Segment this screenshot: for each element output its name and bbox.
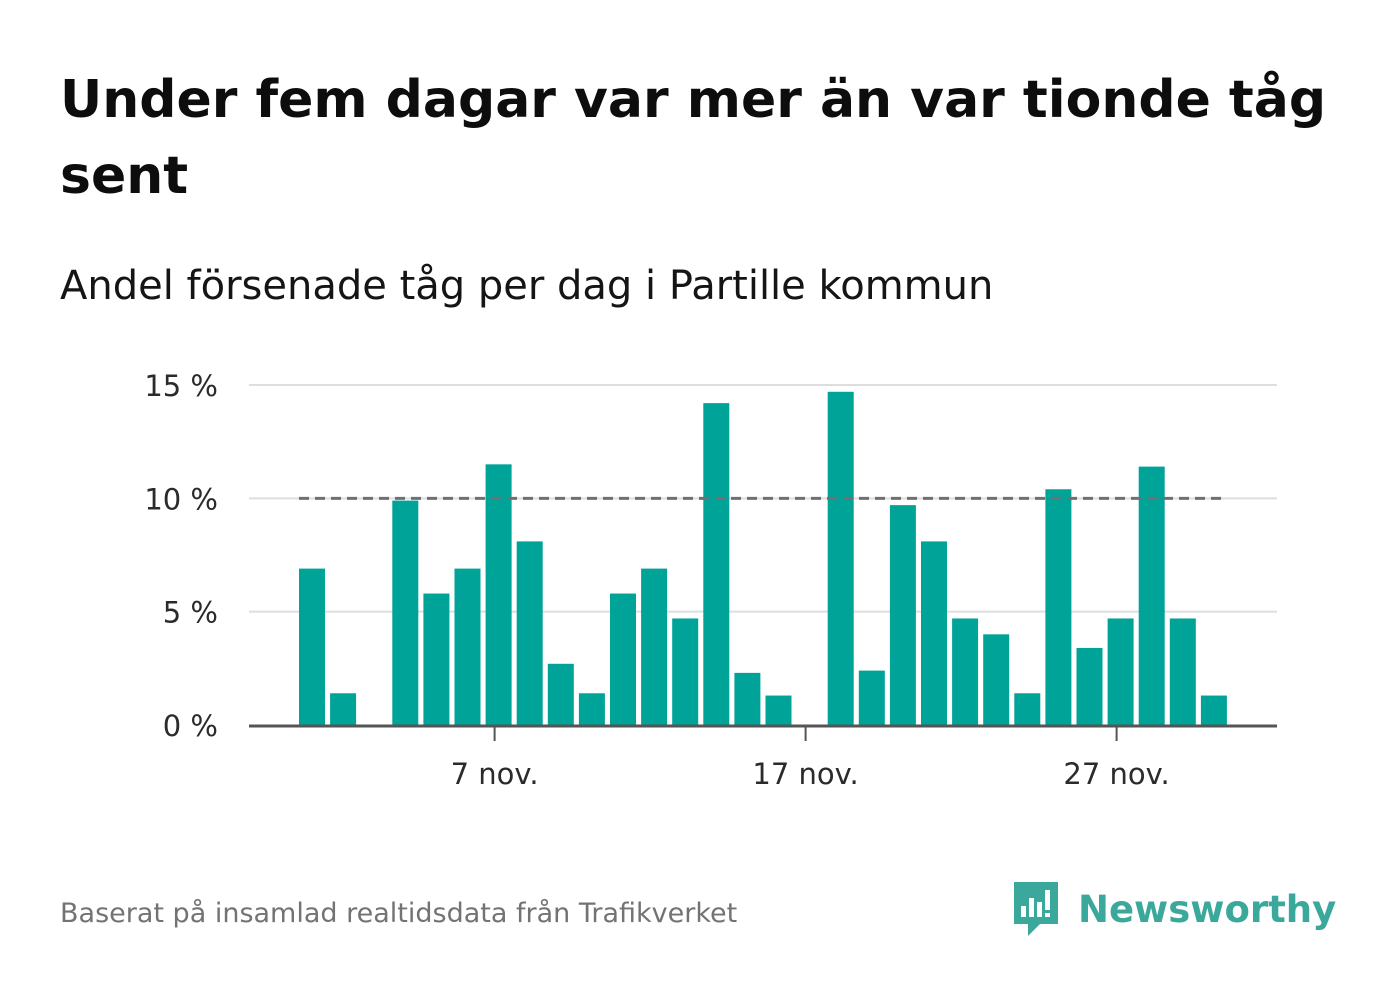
bar bbox=[392, 500, 419, 725]
bar bbox=[547, 663, 574, 725]
bar bbox=[827, 391, 854, 725]
bar bbox=[423, 593, 450, 725]
y-tick-label: 10 % bbox=[144, 482, 218, 516]
bar bbox=[858, 670, 885, 725]
y-tick-label: 5 % bbox=[163, 596, 218, 630]
bar bbox=[983, 634, 1010, 725]
x-tick-label: 7 nov. bbox=[451, 757, 539, 791]
brand-logo: Newsworthy bbox=[1010, 878, 1336, 940]
bar bbox=[299, 568, 325, 725]
bar bbox=[330, 693, 357, 725]
bar bbox=[703, 403, 730, 725]
newsworthy-logo-icon bbox=[1014, 882, 1058, 936]
bar bbox=[485, 464, 512, 725]
x-tick-label: 17 nov. bbox=[752, 757, 858, 791]
y-tick-label: 0 % bbox=[163, 709, 218, 743]
bar bbox=[1200, 695, 1227, 725]
bar bbox=[765, 695, 792, 725]
bar bbox=[1076, 647, 1103, 725]
bar bbox=[1014, 693, 1041, 725]
brand-name: Newsworthy bbox=[1078, 887, 1337, 931]
bar bbox=[454, 568, 481, 725]
axes: 0 % 5 % 10 % 15 % 7 nov. 17 nov. 27 nov. bbox=[144, 369, 1277, 791]
bar bbox=[921, 541, 947, 725]
chart-title: Under fem dagar var mer än var tionde tå… bbox=[60, 70, 1327, 206]
x-tick-label: 27 nov. bbox=[1063, 757, 1169, 791]
bar bbox=[889, 505, 916, 725]
bar bbox=[1045, 489, 1072, 725]
bar bbox=[1107, 618, 1134, 725]
bar bbox=[1169, 618, 1196, 725]
bar bbox=[1138, 466, 1165, 725]
source-note: Baserat på insamlad realtidsdata från Tr… bbox=[60, 898, 738, 929]
bar bbox=[516, 541, 543, 725]
bar bbox=[578, 693, 605, 725]
chart-subtitle: Andel försenade tåg per dag i Partille k… bbox=[60, 263, 994, 309]
bar bbox=[734, 672, 761, 725]
bar bbox=[672, 618, 699, 725]
y-tick-label: 15 % bbox=[144, 369, 218, 403]
bar bbox=[641, 568, 668, 725]
bar bbox=[952, 618, 979, 725]
bar bbox=[610, 593, 636, 725]
bars bbox=[299, 391, 1227, 725]
